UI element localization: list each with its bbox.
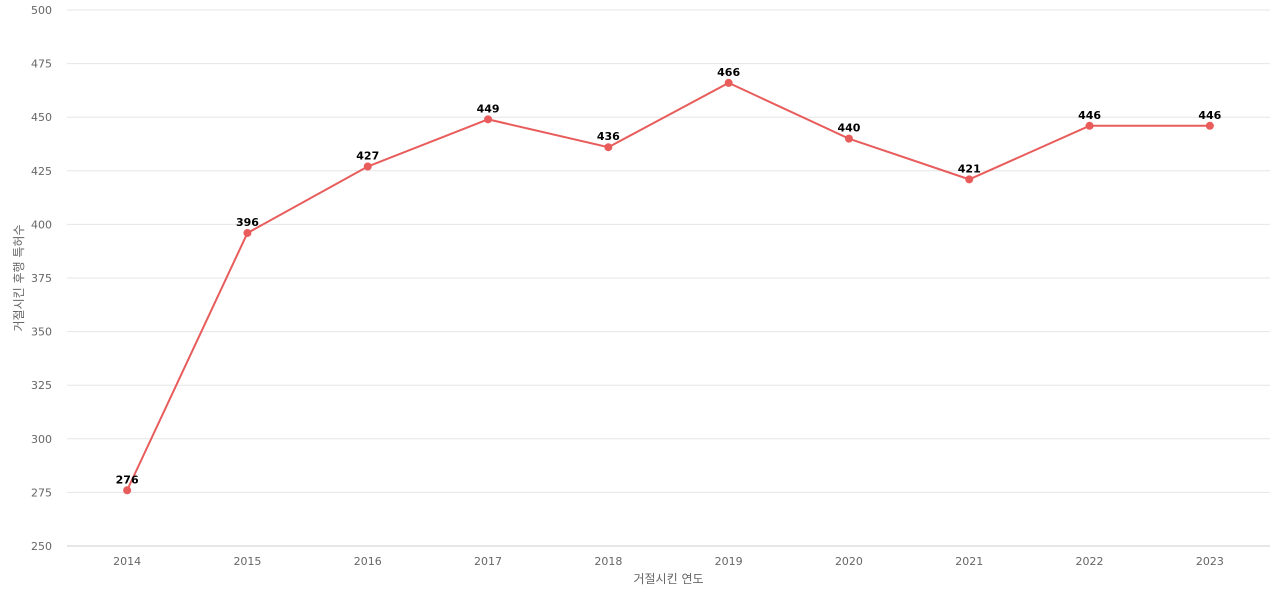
x-tick-label: 2017	[474, 555, 502, 568]
x-tick-label: 2015	[233, 555, 261, 568]
data-label: 436	[597, 130, 620, 143]
y-tick-label: 350	[31, 326, 52, 339]
data-label: 446	[1198, 109, 1221, 122]
data-label: 466	[717, 66, 740, 79]
y-tick-label: 275	[31, 486, 52, 499]
data-point[interactable]	[844, 134, 853, 143]
data-point[interactable]	[604, 143, 613, 152]
data-label: 446	[1078, 109, 1101, 122]
data-point[interactable]	[965, 175, 974, 184]
y-tick-label: 425	[31, 165, 52, 178]
x-tick-label: 2016	[354, 555, 382, 568]
x-axis-title: 거절시킨 연도	[633, 572, 703, 586]
x-tick-label: 2023	[1196, 555, 1224, 568]
data-labels: 276 396 427 449 436 466 440 421 446 446	[116, 66, 1222, 486]
series-line	[126, 81, 1210, 491]
y-tick-labels: 250 275 300 325 350 375 400 425 450 475 500	[31, 4, 52, 553]
y-tick-label: 450	[31, 111, 52, 124]
y-tick-label: 300	[31, 433, 52, 446]
data-point[interactable]	[484, 115, 493, 124]
data-label: 276	[116, 473, 139, 486]
x-tick-label: 2018	[594, 555, 622, 568]
x-tick-label: 2019	[715, 555, 743, 568]
y-tick-label: 250	[31, 540, 52, 553]
y-axis-title: 거절시킨 후행 특허수	[11, 225, 26, 332]
data-point[interactable]	[724, 78, 733, 87]
y-tick-label: 375	[31, 272, 52, 285]
data-label: 427	[356, 150, 379, 163]
x-tick-labels: 2014 2015 2016 2017 2018 2019 2020 2021 2022 2023	[113, 555, 1224, 568]
series-line-group	[126, 81, 1210, 491]
data-point[interactable]	[363, 162, 372, 171]
data-point[interactable]	[243, 228, 252, 237]
y-tick-label: 400	[31, 218, 52, 231]
data-label: 440	[837, 122, 860, 135]
data-label: 421	[958, 162, 981, 175]
x-tick-label: 2020	[835, 555, 863, 568]
data-label: 449	[477, 102, 500, 115]
grid-lines	[67, 9, 1270, 493]
x-tick-label: 2014	[113, 555, 141, 568]
data-label: 396	[236, 216, 259, 229]
data-points	[123, 78, 1214, 495]
y-tick-label: 500	[31, 4, 52, 17]
x-tick-label: 2021	[955, 555, 983, 568]
x-tick-label: 2022	[1076, 555, 1104, 568]
data-point[interactable]	[123, 486, 132, 495]
data-point[interactable]	[1205, 121, 1214, 130]
y-tick-label: 325	[31, 379, 52, 392]
data-point[interactable]	[1085, 121, 1094, 130]
y-tick-label: 475	[31, 58, 52, 71]
